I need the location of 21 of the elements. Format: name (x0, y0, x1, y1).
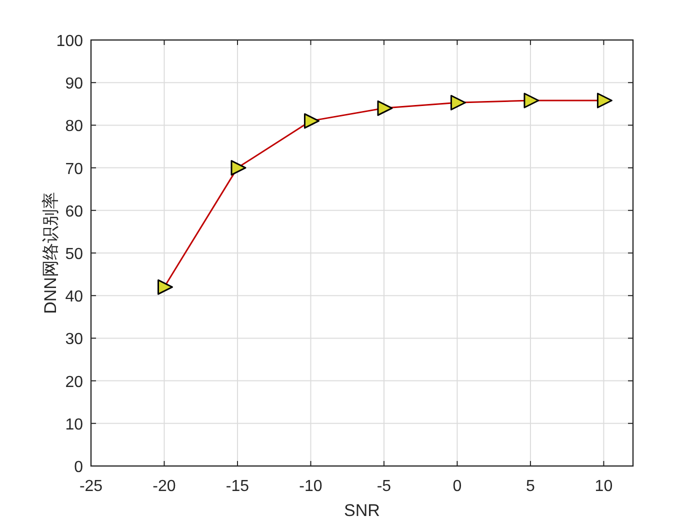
x-tick-label: -10 (299, 478, 322, 495)
y-tick-label: 30 (65, 331, 84, 348)
x-tick-label: 0 (452, 478, 462, 495)
y-tick-label: 70 (65, 160, 84, 178)
x-tick-label: -25 (79, 478, 103, 495)
y-tick-label: 100 (56, 33, 84, 50)
y-tick-label: 50 (65, 246, 84, 263)
x-tick-label: 10 (594, 478, 613, 495)
y-tick-label: 10 (65, 416, 84, 434)
y-tick-label: 80 (65, 118, 84, 136)
x-axis-title: SNR (344, 501, 380, 520)
y-tick-label: 0 (74, 459, 84, 476)
y-tick-label: 60 (65, 203, 84, 220)
x-tick-label: -15 (226, 478, 250, 495)
y-tick-label: 20 (65, 374, 84, 391)
x-tick-label: 5 (526, 478, 536, 495)
y-axis-title: DNN网络识别率 (41, 192, 60, 314)
y-tick-label: 90 (65, 76, 84, 93)
y-tick-label: 40 (65, 288, 84, 306)
x-tick-label: -5 (376, 478, 392, 495)
x-tick-label: -20 (152, 478, 176, 495)
